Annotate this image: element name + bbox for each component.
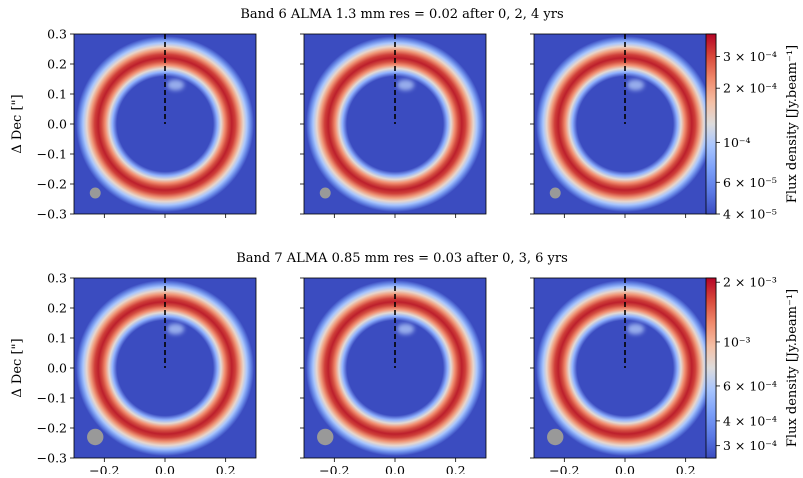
y-tick-label: −0.3	[37, 207, 67, 222]
inner-clump	[397, 323, 415, 335]
x-tick-label: −0.2	[549, 463, 579, 474]
x-tick-label: 0.2	[446, 463, 466, 474]
heatmap-panel-1-3	[530, 33, 717, 218]
inner-clump	[627, 79, 645, 91]
emission-ring	[305, 35, 485, 213]
y-tick-label: 0.0	[47, 117, 67, 132]
colorbar-frame	[705, 33, 717, 215]
heatmap-panel-1-2	[300, 33, 487, 218]
colorbar-label: Flux density [Jy.beam⁻¹]	[785, 289, 800, 447]
beam-marker	[549, 187, 561, 199]
beam-marker	[317, 428, 334, 446]
colorbar-tick-label: 4 × 10⁻⁴	[723, 413, 777, 428]
x-tick-label: 0.0	[155, 463, 175, 474]
emission-ring	[75, 35, 255, 213]
y-tick-label: 0.2	[47, 301, 67, 316]
inner-clump	[167, 79, 185, 91]
colorbar-tick-label: 3 × 10⁻⁴	[723, 438, 777, 453]
y-tick-label: −0.2	[37, 421, 67, 436]
x-tick-label: −0.2	[89, 463, 119, 474]
colorbar-1: 4 × 10⁻⁵ 6 × 10⁻⁵ 10⁻⁴ 2 × 10⁻⁴ 3 × 10⁻⁴ Flux…	[705, 33, 800, 222]
y-tick-label: 0.1	[47, 87, 67, 102]
heatmap-panel-2-2: −0.20.00.2Δ Ra ["]	[300, 277, 487, 478]
colorbar-2: 3 × 10⁻⁴ 4 × 10⁻⁴ 6 × 10⁻⁴ 10⁻³ 2 × 10⁻³ Flux…	[705, 275, 800, 459]
colorbar-tick-label: 6 × 10⁻⁴	[723, 378, 777, 393]
colorbar-tick-label: 2 × 10⁻³	[723, 275, 777, 290]
heatmap-panel-2-3: −0.20.00.2Δ Ra ["]	[530, 277, 717, 478]
colorbar-frame	[705, 277, 717, 459]
x-tick-label: 0.0	[615, 463, 635, 474]
inner-clump	[627, 323, 645, 335]
heatmap-panel-1-1: 0.3 0.2 0.1 0.0 −0.1 −0.2 −0.3	[37, 27, 257, 222]
colorbar-tick-label: 10⁻⁴	[723, 135, 751, 150]
y-tick-label: 0.0	[47, 361, 67, 376]
colorbar-tick-label: 4 × 10⁻⁵	[723, 207, 777, 222]
beam-marker	[547, 428, 564, 446]
x-tick-label: 0.0	[385, 463, 405, 474]
beam-marker	[89, 187, 101, 199]
inner-clump	[397, 79, 415, 91]
beam-marker	[87, 428, 104, 446]
x-tick-label: −0.2	[319, 463, 349, 474]
y-axis-label: Δ Dec ["]	[10, 338, 25, 397]
colorbar-tick-label: 6 × 10⁻⁵	[723, 175, 777, 190]
x-tick-label: 0.2	[216, 463, 236, 474]
colorbar-tick-label: 10⁻³	[723, 334, 751, 349]
heatmap-panel-2-1: 0.30.20.10.0−0.1−0.2−0.3−0.20.00.2Δ Ra […	[37, 271, 257, 478]
inner-clump	[167, 323, 185, 335]
row-2-title: Band 7 ALMA 0.85 mm res = 0.03 after 0, …	[236, 251, 568, 266]
y-tick-label: 0.3	[47, 271, 67, 286]
colorbar-gradient	[706, 278, 716, 458]
beam-marker	[319, 187, 331, 199]
y-tick-label: 0.1	[47, 331, 67, 346]
y-tick-label: −0.3	[37, 451, 67, 466]
colorbar-gradient	[706, 34, 716, 214]
row-1-title: Band 6 ALMA 1.3 mm res = 0.02 after 0, 2…	[240, 7, 563, 22]
y-tick-label: 0.2	[47, 57, 67, 72]
x-tick-label: 0.2	[676, 463, 696, 474]
y-axis-label: Δ Dec ["]	[10, 94, 25, 153]
colorbar-tick-label: 2 × 10⁻⁴	[723, 81, 777, 96]
y-tick-label: −0.1	[37, 147, 67, 162]
y-tick-label: −0.1	[37, 391, 67, 406]
colorbar-label: Flux density [Jy.beam⁻¹]	[785, 45, 800, 203]
emission-ring	[535, 35, 715, 213]
y-tick-label: −0.2	[37, 177, 67, 192]
y-tick-label: 0.3	[47, 27, 67, 42]
colorbar-tick-label: 3 × 10⁻⁴	[723, 49, 777, 64]
